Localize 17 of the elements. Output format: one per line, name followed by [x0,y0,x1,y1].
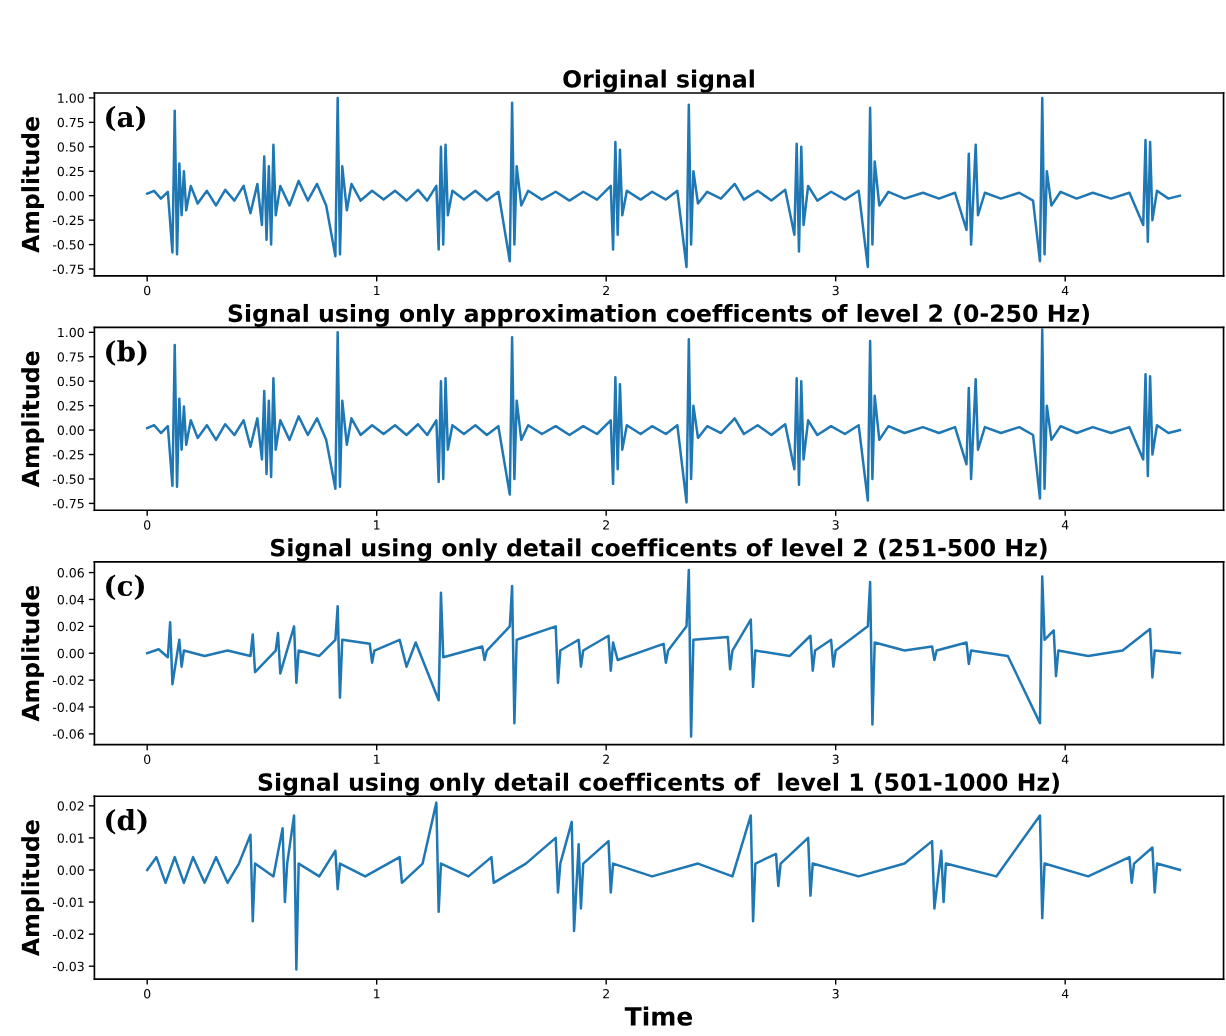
y-axis-title: Amplitude [21,351,44,488]
y-axis-title: Amplitude [21,820,44,956]
chart-title: Signal using only detail coefficents of level 2 (251-500 Hz) [271,538,1047,562]
line-series [145,801,1182,971]
annotation: (b) [106,340,147,366]
chart-title: Signal using only detail coefficents of level 1 (501-1000 Hz) [258,772,1059,796]
y-axis-title: Amplitude [21,117,44,253]
annotation: (a) [106,105,146,132]
chart-title: Original signal [563,69,754,93]
annotation: (d) [106,809,147,835]
x-axis-title: Time [624,1006,693,1026]
annotation: (c) [106,574,144,601]
chart-title: Signal using only approximation coefficents of level 2 (0-250 Hz) [228,303,1089,327]
line-series [145,568,1182,738]
line-series [145,96,1182,269]
line-series [145,328,1182,504]
y-axis-title: Amplitude [21,585,44,722]
